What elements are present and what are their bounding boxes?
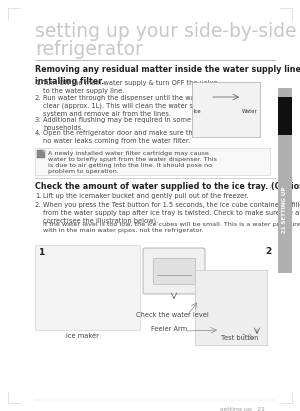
Text: 1.: 1. <box>35 80 41 86</box>
Text: 1.: 1. <box>35 193 41 199</box>
Bar <box>212 104 240 118</box>
Text: setting up _21: setting up _21 <box>220 406 265 411</box>
Text: Additional flushing may be required in some
households.: Additional flushing may be required in s… <box>43 117 191 131</box>
Text: When you press the Test button for 1.5 seconds, the ice cube container is filled: When you press the Test button for 1.5 s… <box>43 202 300 224</box>
Polygon shape <box>42 150 45 153</box>
Text: Turn ON the main water supply & turn OFF the valve
to the water supply line.: Turn ON the main water supply & turn OFF… <box>43 80 218 94</box>
Text: Open the refrigerator door and make sure there are
no water leaks coming from th: Open the refrigerator door and make sure… <box>43 130 217 144</box>
Text: A newly installed water filter cartridge may cause
water to briefly spurt from t: A newly installed water filter cartridge… <box>48 150 217 174</box>
Bar <box>192 82 260 137</box>
Bar <box>35 245 140 330</box>
Text: If the water level is too low, the ice cubes will be small. This is a water pres: If the water level is too low, the ice c… <box>43 222 300 233</box>
FancyBboxPatch shape <box>46 254 128 316</box>
Text: Check the amount of water supplied to the ice tray. (Optional): Check the amount of water supplied to th… <box>35 182 300 191</box>
Text: 21 SETTING UP: 21 SETTING UP <box>283 187 287 233</box>
Text: 2.: 2. <box>35 202 41 208</box>
Bar <box>203 278 259 302</box>
Bar <box>55 262 119 274</box>
Bar <box>53 260 121 310</box>
Text: 2: 2 <box>266 247 272 256</box>
Text: ice maker: ice maker <box>66 333 99 339</box>
Text: Check the water level: Check the water level <box>136 312 208 318</box>
Bar <box>37 150 45 158</box>
Bar <box>35 148 270 175</box>
Text: 3.: 3. <box>35 117 41 123</box>
FancyBboxPatch shape <box>143 248 205 294</box>
Text: Removing any residual matter inside the water supply line after
installing filte: Removing any residual matter inside the … <box>35 65 300 86</box>
Text: Ice: Ice <box>194 109 202 114</box>
Text: refrigerator: refrigerator <box>35 40 143 59</box>
Text: Water: Water <box>242 109 258 114</box>
Bar <box>153 258 195 284</box>
Text: Run water through the dispenser until the water runs
clear (approx. 1L). This wi: Run water through the dispenser until th… <box>43 95 221 117</box>
Text: Test button: Test button <box>221 335 259 341</box>
Text: setting up your side-by-side: setting up your side-by-side <box>35 22 297 41</box>
Text: 4.: 4. <box>35 130 41 136</box>
Text: 2.: 2. <box>35 95 41 101</box>
Bar <box>278 97 292 135</box>
Bar <box>55 277 119 297</box>
Bar <box>278 88 292 273</box>
Bar <box>195 270 267 345</box>
Text: Lift up the icemaker bucket and gently pull out of the freezer.: Lift up the icemaker bucket and gently p… <box>43 193 248 199</box>
Text: Feeler Arm: Feeler Arm <box>151 326 187 332</box>
Bar <box>202 88 250 130</box>
Text: 1: 1 <box>38 248 44 257</box>
Bar <box>204 90 248 100</box>
